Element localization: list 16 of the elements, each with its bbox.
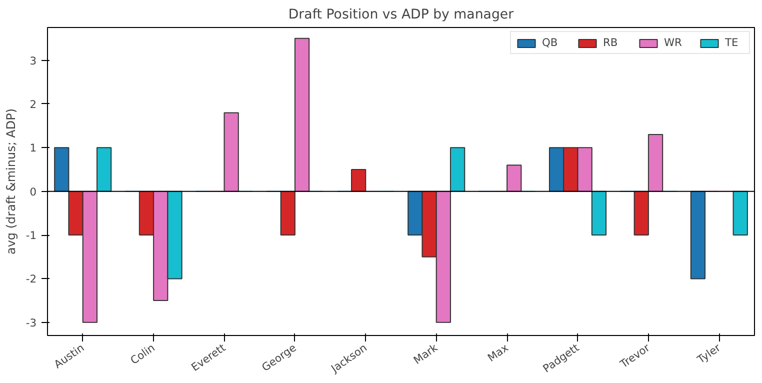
legend-label: QB — [542, 36, 559, 49]
legend-label: TE — [725, 36, 740, 49]
y-tick-label: 3 — [30, 54, 36, 68]
x-tick-label: Tyler — [694, 340, 724, 367]
x-tick-label: Max — [485, 341, 511, 364]
y-tick-label: -2 — [26, 272, 37, 286]
y-tick-label: 1 — [30, 142, 36, 155]
legend-label: WR — [664, 36, 683, 49]
chart-title: Draft Position vs ADP by manager — [288, 8, 514, 22]
y-tick-label: 2 — [30, 98, 36, 111]
y-axis-title: avg (draft &minus; ADP) — [4, 108, 18, 255]
x-tick-label: Colin — [128, 341, 158, 368]
y-tick-label: 0 — [30, 185, 37, 198]
y-tick-label: -3 — [26, 316, 37, 330]
legend-label: RB — [603, 36, 619, 49]
y-tick-label: -1 — [26, 229, 37, 242]
